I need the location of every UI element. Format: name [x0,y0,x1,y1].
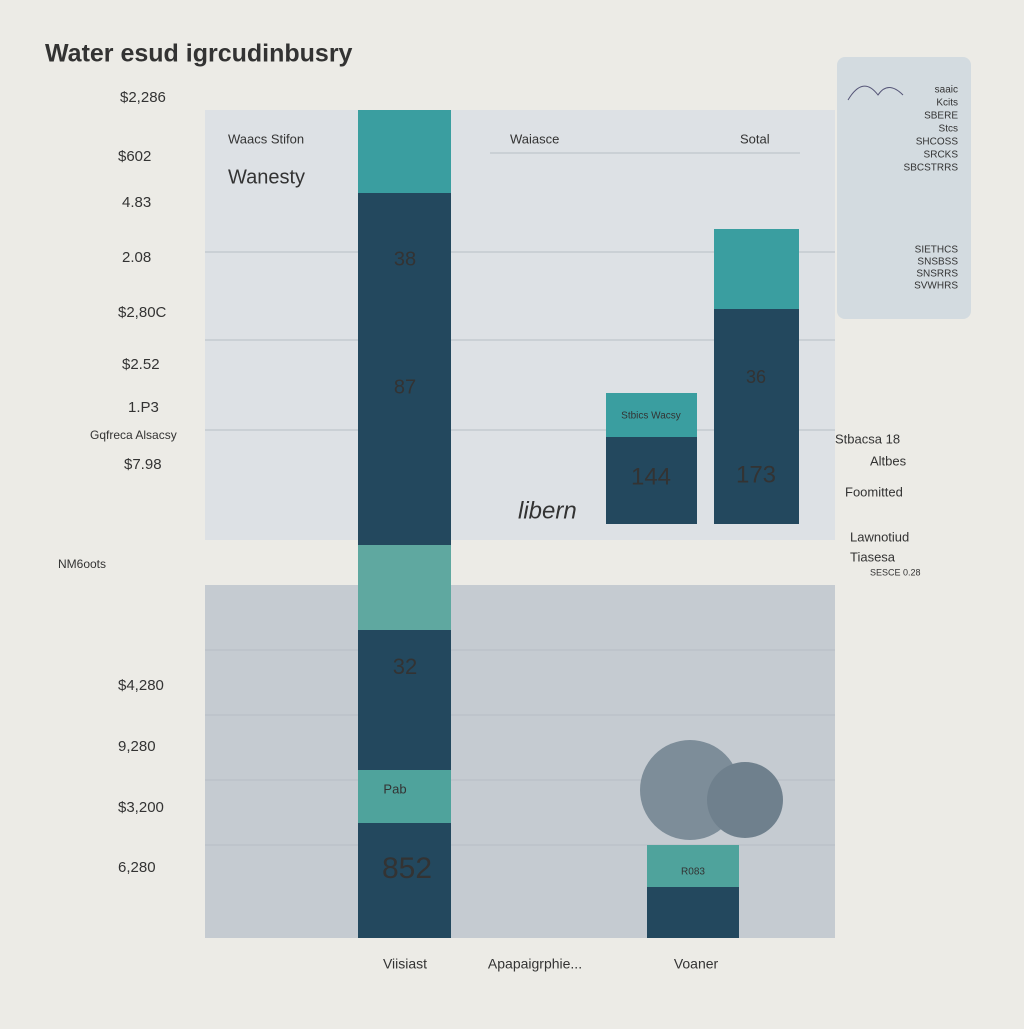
left-label: $602 [118,148,151,165]
tree-icon [707,762,783,838]
bar-segment [606,393,697,437]
bar-segment [714,309,799,524]
bar-segment [358,823,451,938]
panel-subtitle: Wanesty [228,166,305,188]
right-label: Altbes [870,453,907,468]
right-label: Lawnotiud [850,529,909,544]
bar-label: Stbics Wacsy [621,411,681,422]
card-line: SVWHRS [914,281,958,292]
bar-label: 87 [394,376,416,398]
bar-label: Pab [383,781,406,796]
panel-header: Sotal [740,131,770,146]
left-label: 1.P3 [128,399,159,416]
card-line: SNSRRS [916,269,958,280]
lower-panel [205,585,835,938]
card-line: Stcs [939,124,958,135]
card-line: Kcits [936,98,958,109]
card-line: saaic [935,85,958,96]
left-label: Gqfreca Alsacsy [90,428,177,442]
x-label: Apapaigrphie... [488,956,582,972]
right-labels: Stbacsa 18 Altbes Foomitted Lawnotiud Tiases… [835,431,921,577]
bar-segment [358,193,451,545]
left-label: 2.08 [122,249,151,266]
left-label: 4.83 [122,194,151,211]
bar-label: 173 [736,461,776,488]
left-label: $2,286 [120,89,166,106]
card-line: SRCKS [924,150,959,161]
card-text: saaic Kcits SBERE Stcs SHCOSS SRCKS SBCSTRRS SI… [904,85,959,292]
bar-label: 38 [394,248,416,270]
bar-label: R083 [681,867,705,878]
right-label: Foomitted [845,484,903,499]
bar-label: 36 [746,367,766,387]
right-label: Stbacsa 18 [835,431,900,446]
title: Water esud igrcudinbusry [45,40,353,68]
bar-label: 852 [382,852,432,885]
bar-segment [714,229,799,309]
card-line: SBERE [924,111,958,122]
card-line: SHCOSS [916,137,959,148]
info-card [837,57,971,319]
bar-segment [358,770,451,823]
bar-label: 144 [631,463,671,490]
panel-header: Waacs Stifon [228,131,304,146]
bar-segment [358,545,451,630]
card-icon [847,85,904,101]
bar-segment [358,110,451,193]
left-label: $4,280 [118,677,164,694]
bar-label: 32 [393,654,417,679]
card-line: SIETHCS [915,245,959,256]
card-line: SBCSTRRS [904,163,959,174]
x-label: Viisiast [383,956,427,972]
right-label: SESCE 0.28 [870,567,921,577]
bar-segment [647,887,739,938]
left-label: $7.98 [124,456,162,473]
bar-segment [358,630,451,770]
left-label: $2,80C [118,304,167,321]
left-label: NM6oots [58,557,106,571]
card-line: SNSBSS [917,257,958,268]
bar-segment [647,845,739,887]
left-label: 6,280 [118,859,156,876]
left-label: $3,200 [118,799,164,816]
panel-header: Waiasce [510,131,559,146]
bar-segment [606,437,697,524]
left-label: $2.52 [122,356,160,373]
x-label: Voaner [674,956,719,972]
left-labels: $2,286 $602 4.83 2.08 $2,80C $2.52 1.P3 Gqfreca… [58,89,177,876]
panel-note: libern [518,497,577,524]
left-label: 9,280 [118,738,156,755]
right-label: Tiasesa [850,549,896,564]
